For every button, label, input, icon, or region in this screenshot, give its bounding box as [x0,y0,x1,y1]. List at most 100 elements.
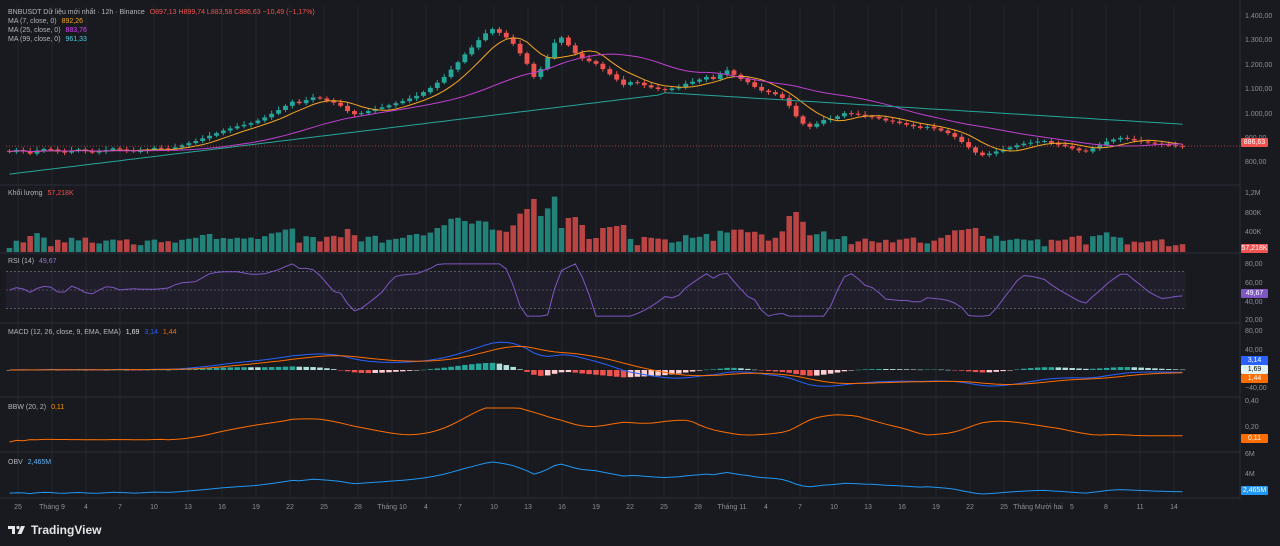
ma99-label: MA (99, close, 0) [8,36,61,43]
x-axis-label: 16 [558,504,566,511]
volume-bar [676,241,682,252]
candle-body [1076,148,1082,151]
x-axis-label: 5 [1070,504,1074,511]
volume-bar [227,238,234,252]
rsi-panel[interactable] [6,263,1186,317]
macd-panel[interactable] [6,341,1186,387]
volume-bar [1027,240,1034,252]
rsi-tick: 40,00 [1245,299,1263,306]
volume-bar [538,216,544,252]
rsi-label: RSI (14) [8,258,35,265]
candle-body [1166,144,1172,146]
macd-legend[interactable]: MACD (12, 26, close, 9, EMA, EMA) 1,69 3… [8,328,177,337]
candle-body [331,100,337,103]
volume-bar [703,234,710,252]
volume-bar [262,236,268,252]
price-panel[interactable] [6,27,1240,175]
candle-body [255,120,261,124]
x-axis-label: Tháng 10 [377,504,407,511]
volume-bar [669,242,675,252]
volume-bar [213,239,220,252]
volume-bar [876,242,882,252]
macd-histogram-bar [1110,367,1117,370]
macd-signal-tag: 1,44 [1241,374,1268,383]
candle-body [1104,141,1110,146]
macd-histogram-bar [510,366,516,370]
macd-histogram-bar [262,367,268,370]
volume-bar [41,237,47,252]
volume-bar [779,231,786,252]
x-axis-label: 22 [966,504,974,511]
macd-histogram-bar [903,369,910,370]
volume-bar [220,238,227,252]
macd-histogram-bar [641,370,648,377]
candle-body [676,86,682,89]
macd-histogram-bar [331,369,337,370]
price-tick: 1.200,00 [1245,62,1273,69]
macd-histogram-bar [296,366,303,370]
candle-body [524,53,530,64]
volume-bar [268,233,275,252]
macd-histogram-bar [393,370,399,372]
volume-bar [413,234,420,252]
x-axis-label: 4 [424,504,428,511]
candle-body [227,128,233,131]
macd-histogram-bar [986,370,993,373]
macd-histogram-bar [241,367,247,370]
volume-bar [1007,239,1013,252]
candle-body [690,81,696,84]
candle-body [503,32,509,38]
tradingview-logo[interactable]: TradingView [8,522,101,538]
candle-body [200,138,206,142]
volume-bar [745,232,751,252]
symbol-legend[interactable]: BNBUSDT Dữ liệu mới nhất · 12h · Binance… [8,8,315,17]
volume-bar [517,213,523,252]
candle-body [793,105,799,117]
x-axis-label: 4 [84,504,88,511]
macd-histogram-bar [1090,368,1096,370]
macd-histogram-bar [876,368,882,370]
volume-bar [710,240,717,252]
volume-bar [1145,241,1151,252]
candle-body [579,53,585,59]
bbw-legend[interactable]: BBW (20, 2) 0,11 [8,403,64,412]
macd-histogram-bar [1083,368,1089,370]
volume-legend[interactable]: Khối lượng 57,218K [8,189,74,198]
macd-histogram-bar [1117,367,1124,370]
candle-body [1145,141,1151,143]
volume-bar [1076,235,1082,252]
ma25-legend[interactable]: MA (25, close, 0) 883,76 [8,26,87,35]
obv-tick: 6M [1245,451,1255,458]
volume-bar [1090,236,1096,252]
volume-bar [503,231,510,252]
volume-bar [158,242,165,252]
volume-bar [255,239,261,252]
rsi-legend[interactable]: RSI (14) 49,67 [8,257,57,266]
macd-histogram-bar [317,367,323,370]
obv-panel[interactable] [9,461,1183,495]
volume-bar [1041,246,1048,252]
ma7-legend[interactable]: MA (7, close, 0) 892,26 [8,17,83,26]
volume-tag: 57,218K [1241,244,1268,253]
macd-histogram-bar [379,370,385,373]
bbw-panel[interactable] [9,407,1183,443]
macd-histogram-bar [676,370,682,374]
candle-body [165,148,171,150]
volume-bar [827,239,834,252]
volume-bar [807,235,813,252]
candle-body [759,86,765,91]
candle-body [814,123,820,127]
macd-histogram-bar [213,367,220,370]
macd-histogram-bar [1165,369,1172,370]
macd-histogram-bar [248,367,254,370]
volume-panel[interactable] [6,196,1186,252]
ma7-label: MA (7, close, 0) [8,18,57,25]
ma99-legend[interactable]: MA (99, close, 0) 961,33 [8,35,87,44]
obv-legend[interactable]: OBV 2,465M [8,458,51,467]
macd-signal-value: 1,44 [162,329,177,336]
volume-bar [751,231,758,252]
macd-histogram-bar [193,368,199,370]
macd-histogram-bar [779,370,786,373]
volume-bar [34,233,40,252]
